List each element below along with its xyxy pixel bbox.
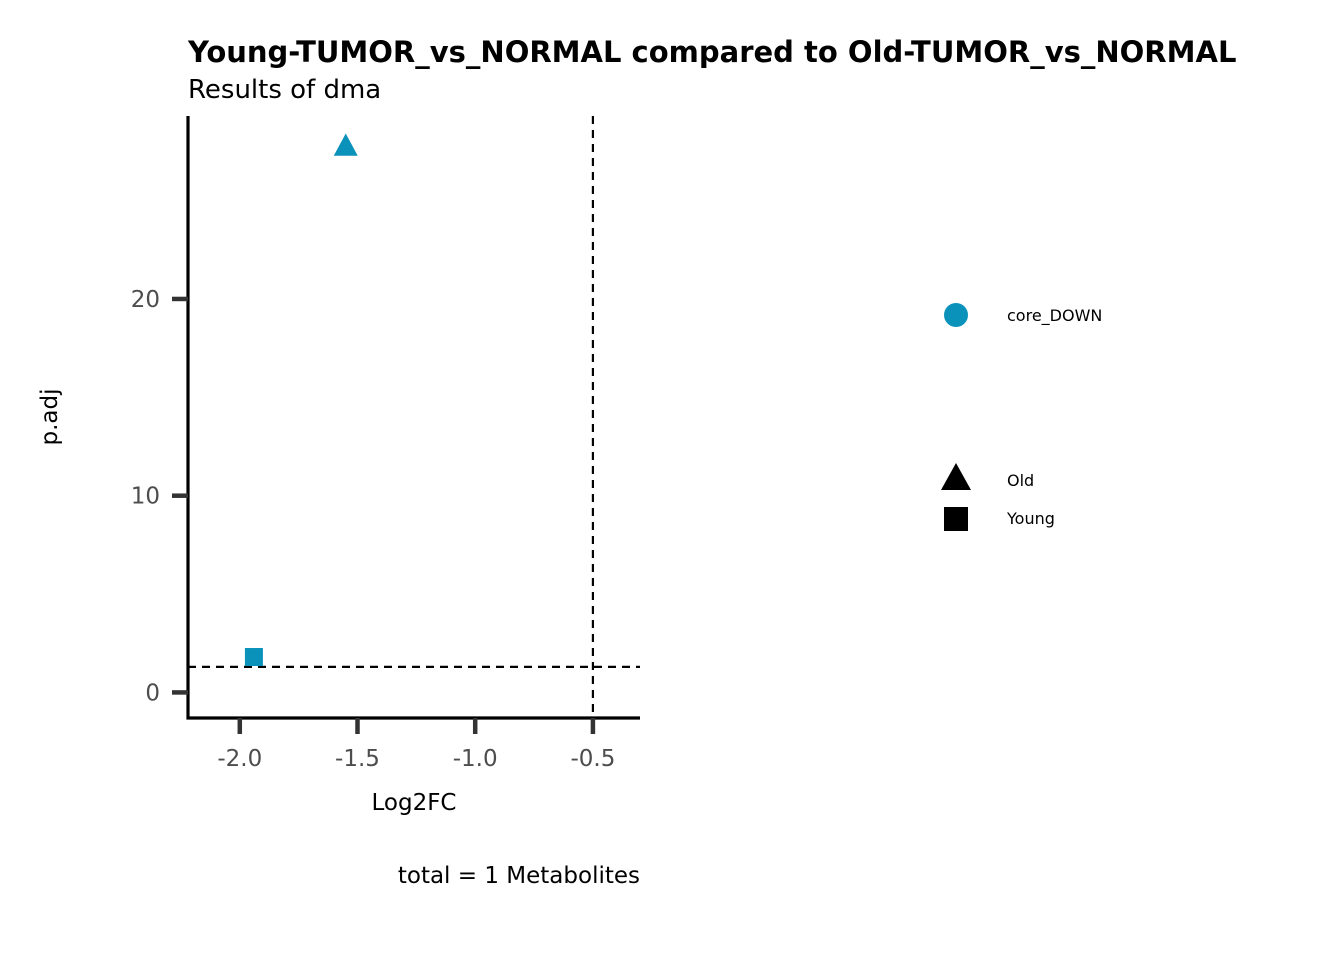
legend-core-down-key bbox=[944, 303, 968, 327]
legend-label-core-down: core_DOWN bbox=[1007, 306, 1102, 326]
legend: core_DOWN Old Young bbox=[941, 303, 1102, 531]
legend-young-square-key bbox=[944, 507, 968, 531]
y-axis-ticks: 0 10 20 bbox=[131, 287, 188, 706]
x-tick-label: -1.0 bbox=[453, 746, 498, 772]
reference-lines bbox=[188, 116, 640, 718]
x-tick-label: -2.0 bbox=[217, 746, 262, 772]
axes bbox=[186, 116, 640, 720]
x-tick-label: -1.5 bbox=[335, 746, 380, 772]
data-point-old bbox=[333, 133, 358, 156]
y-tick-label: 20 bbox=[131, 287, 160, 313]
legend-label-old: Old bbox=[1007, 471, 1034, 490]
y-tick-label: 0 bbox=[145, 680, 160, 706]
chart-title: Young-TUMOR_vs_NORMAL compared to Old-TU… bbox=[187, 35, 1236, 69]
chart-caption: total = 1 Metabolites bbox=[398, 863, 640, 889]
legend-label-young: Young bbox=[1006, 509, 1055, 528]
x-axis-ticks: -2.0 -1.5 -1.0 -0.5 bbox=[217, 718, 615, 772]
data-points bbox=[244, 133, 358, 667]
data-point-young bbox=[244, 648, 263, 667]
x-tick-label: -0.5 bbox=[570, 746, 615, 772]
y-axis-label: p.adj bbox=[37, 389, 63, 446]
x-axis-label: Log2FC bbox=[371, 790, 456, 816]
chart-subtitle: Results of dma bbox=[188, 75, 381, 105]
y-tick-label: 10 bbox=[131, 484, 160, 510]
legend-old-triangle-key bbox=[941, 463, 971, 490]
